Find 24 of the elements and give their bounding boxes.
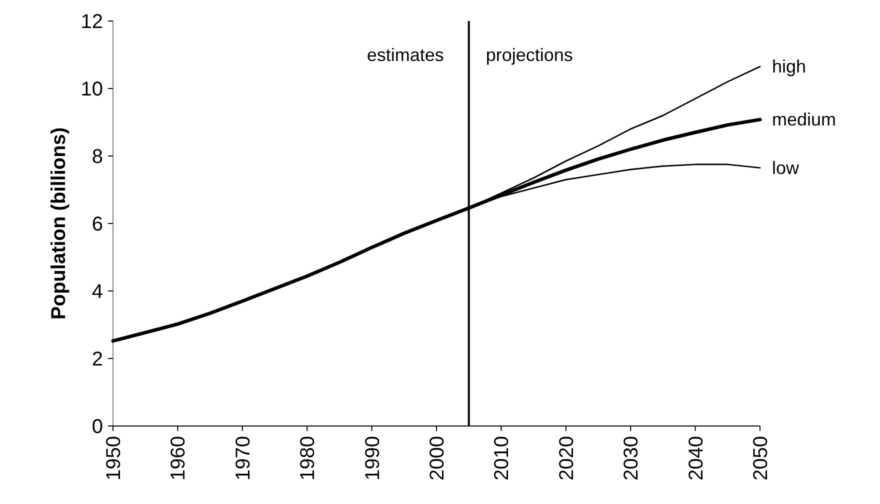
y-tick-label: 4	[92, 281, 103, 303]
y-tick-label: 6	[92, 214, 103, 236]
y-tick-label: 0	[92, 416, 103, 438]
series-label: low	[772, 158, 800, 178]
y-tick-label: 8	[92, 146, 103, 168]
annotation: projections	[486, 45, 573, 65]
x-tick-label: 2010	[491, 436, 514, 480]
x-tick-label: 2040	[685, 436, 708, 480]
x-tick-label: 2050	[750, 436, 772, 480]
x-tick-label: 1960	[168, 436, 190, 480]
series-label: high	[772, 56, 806, 77]
annotation: estimates	[366, 45, 444, 65]
x-tick-label: 1970	[232, 436, 254, 480]
x-tick-label: 2030	[620, 436, 643, 480]
y-tick-label: 2	[92, 348, 103, 370]
x-tick-label: 1990	[362, 436, 384, 480]
series-label: medium	[772, 110, 836, 130]
y-tick-label: 12	[80, 11, 103, 33]
x-tick-label: 1950	[103, 436, 125, 480]
x-tick-label: 2020	[556, 436, 578, 480]
y-tick-label: 10	[80, 78, 103, 100]
x-tick-label: 2000	[426, 436, 448, 480]
x-tick-label: 1980	[297, 436, 320, 480]
y-axis-title: Population (billions)	[48, 127, 70, 320]
